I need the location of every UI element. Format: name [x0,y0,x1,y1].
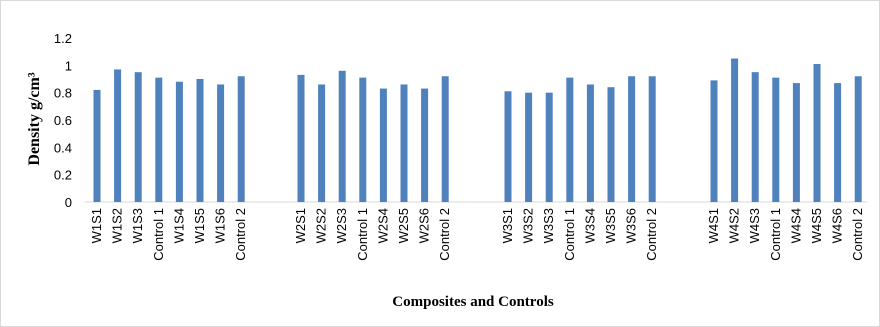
bar [854,76,862,202]
category-labels: W1S1 W1S2 W1S3 Control 1 W1S4 W1S5 W1S6 Control… [89,208,865,261]
category-label: Control 1 [768,208,783,261]
bar [813,63,821,202]
y-axis-ticks: 0 0.2 0.4 0.6 0.8 1 1.2 [54,31,72,210]
y-tick-label: 0.6 [54,113,72,128]
category-label: Control 2 [437,208,452,261]
category-label: W2S4 [375,208,390,243]
bar [710,80,718,202]
bar [237,76,245,202]
category-label: W4S6 [830,208,845,243]
y-tick-label: 0.2 [54,168,72,183]
bar [792,83,800,202]
category-label: W1S6 [213,208,228,243]
category-label: W3S3 [541,208,556,243]
bar [504,91,512,202]
bar [155,77,163,202]
category-label: Control 2 [850,208,865,261]
bar [441,76,449,202]
category-label: W3S4 [582,208,597,243]
bar [359,77,367,202]
category-label: W4S2 [727,208,742,243]
y-tick-label: 0 [65,195,72,210]
bar [545,92,553,202]
category-label: W2S3 [334,208,349,243]
bar [751,72,759,203]
bar [114,69,122,202]
category-label: W3S2 [521,208,536,243]
category-label: W1S4 [171,208,186,243]
bar [648,76,656,202]
category-label: Control 2 [644,208,659,261]
bar [421,88,429,202]
bar [731,58,739,202]
bar [217,84,225,202]
bar [525,92,533,202]
bar [586,84,594,202]
category-label: W2S2 [314,208,329,243]
category-label: W4S4 [788,208,803,243]
bar [379,88,387,202]
bar [318,84,326,202]
y-axis-title: Density g/cm³ [26,72,43,165]
category-label: Control 1 [355,208,370,261]
bar [196,79,204,202]
category-label: W4S3 [747,208,762,243]
category-label: W2S5 [396,208,411,243]
category-label: W3S5 [603,208,618,243]
x-axis-title: Composites and Controls [392,294,554,310]
y-tick-label: 0.4 [54,140,72,155]
y-tick-label: 1.2 [54,31,72,46]
y-tick-label: 1 [65,58,72,73]
bar [834,83,842,202]
category-label: W1S3 [130,208,145,243]
bar [607,87,615,202]
bar [628,76,636,202]
bar [338,70,346,202]
category-label: W3S1 [500,208,515,243]
bar [566,77,574,202]
bar-series [93,58,862,203]
category-label: W2S6 [417,208,432,243]
category-label: Control 2 [233,208,248,261]
bar [175,81,183,202]
category-label: W4S1 [706,208,721,243]
y-tick-label: 0.8 [54,86,72,101]
category-label: Control 1 [151,208,166,261]
category-label: W1S1 [89,208,104,243]
category-label: W2S1 [293,208,308,243]
bar [134,72,142,203]
bar [400,84,408,202]
bar [297,74,305,202]
category-label: W4S5 [809,208,824,243]
category-label: W1S5 [192,208,207,243]
category-label: W1S2 [110,208,125,243]
category-label: W3S6 [624,208,639,243]
bar [93,89,101,202]
bar [772,77,780,202]
category-label: Control 1 [562,208,577,261]
